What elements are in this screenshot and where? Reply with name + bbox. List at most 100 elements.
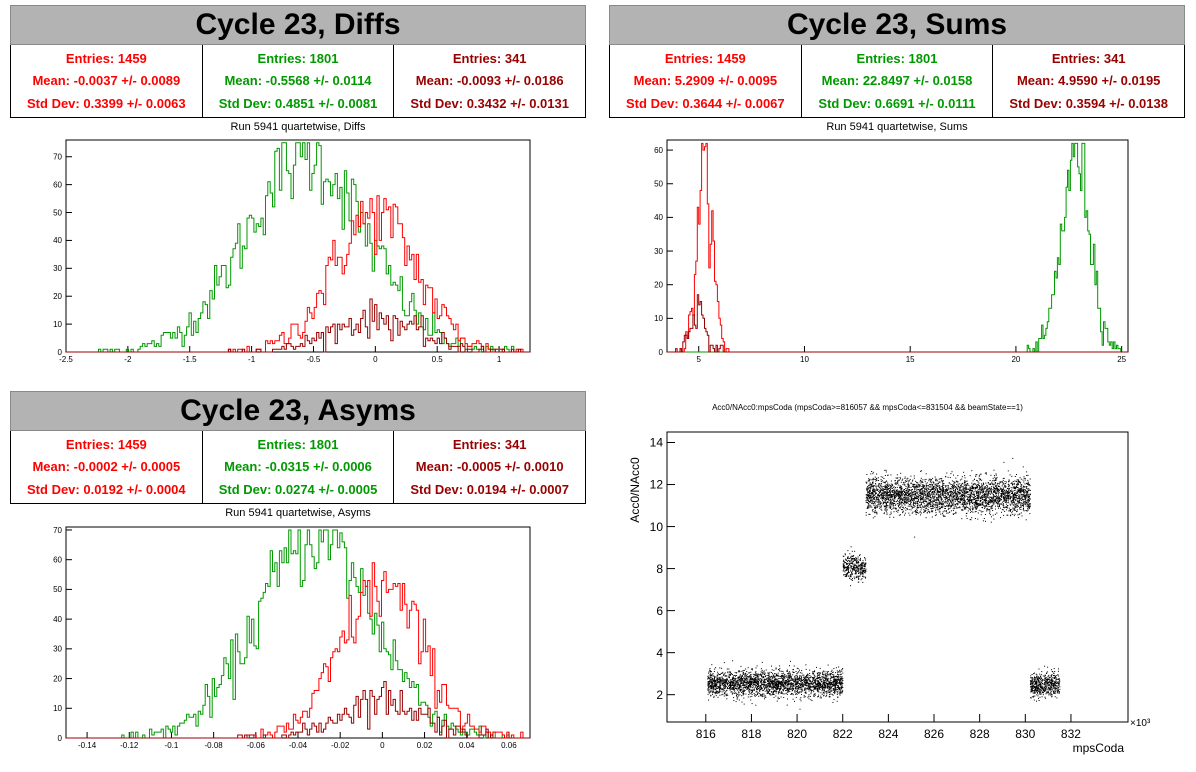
mean-label: Mean: 5.2909 +/- 0.0095 (633, 73, 778, 89)
asyms-plot-ytick-label: 60 (53, 555, 62, 564)
asyms-plot-ytick-label: 40 (53, 615, 62, 624)
sums-plot-xtick-label: 25 (1117, 355, 1126, 364)
diffs-plot-xtick-label: -2.5 (59, 355, 73, 364)
entries-label: Entries: 341 (1051, 50, 1126, 66)
entries-label: Entries: 1801 (856, 50, 938, 66)
entries-label: Entries: 1459 (65, 50, 147, 66)
sums-plot-ytick-label: 30 (654, 247, 663, 256)
sums-plot-ytick-label: 20 (654, 280, 663, 289)
asyms-plot-xtick-label: -0.1 (165, 741, 179, 750)
diffs-stats-box: Entries: 1459 Mean: -0.0037 +/- 0.0089 S… (10, 45, 586, 118)
sums-plot-ytick-label: 10 (654, 314, 663, 323)
sums-run-label: Run 5941 quartetwise, Sums (826, 121, 968, 133)
stddev-label: Std Dev: 0.3644 +/- 0.0067 (626, 96, 785, 112)
diffs-plot-xtick-label: -1.5 (183, 355, 197, 364)
diffs-series-1 (66, 195, 530, 353)
asyms-series-0 (66, 529, 530, 739)
sums-series-1 (667, 142, 1128, 353)
scatter-cluster-0 (707, 660, 844, 710)
asyms-plot-ytick-label: 50 (53, 585, 62, 594)
stddev-label: Std Dev: 0.0192 +/- 0.0004 (27, 482, 186, 498)
asyms-stats-box: Entries: 1459 Mean: -0.0002 +/- 0.0005 S… (10, 431, 586, 504)
asyms-plot-xtick-label: -0.08 (205, 741, 224, 750)
asyms-plot-ytick-label: 30 (53, 645, 62, 654)
diffs-plot-ytick-label: 10 (53, 320, 62, 329)
diffs-plot-xtick-label: -1 (248, 355, 256, 364)
stats-col-red: Entries: 1459 Mean: 5.2909 +/- 0.0095 St… (610, 45, 802, 117)
asyms-plot-frame (65, 526, 531, 739)
scatter-plot-xtick-label: 820 (787, 727, 807, 741)
scatter-xexponent: ×10³ (1130, 718, 1151, 729)
stddev-label: Std Dev: 0.6691 +/- 0.0111 (818, 96, 976, 112)
entries-label: Entries: 1801 (257, 50, 339, 66)
entries-label: Entries: 1459 (664, 50, 746, 66)
sums-plot-frame (666, 139, 1129, 353)
asyms-plot-xtick-label: -0.06 (247, 741, 266, 750)
mean-label: Mean: 4.9590 +/- 0.0195 (1016, 73, 1161, 89)
mean-label: Mean: -0.5568 +/- 0.0114 (224, 73, 372, 89)
sums-plot-ytick-label: 0 (659, 348, 664, 357)
diffs-plot-xtick-label: 0 (373, 355, 378, 364)
diffs-plot-xtick-label: -0.5 (307, 355, 321, 364)
diffs-plot-xtick-label: -2 (124, 355, 132, 364)
asyms-plot-ytick-label: 20 (53, 674, 62, 683)
diffs-plot-xtick-label: 1 (497, 355, 502, 364)
sums-plot-xtick-label: 15 (906, 355, 915, 364)
entries-label: Entries: 1459 (65, 436, 147, 452)
diffs-series-2 (66, 298, 530, 353)
asyms-plot-xtick-label: 0.06 (501, 741, 517, 750)
scatter-cluster-3 (1029, 665, 1061, 702)
scatter-plot-ytick-label: 4 (656, 646, 663, 660)
asyms-series-1 (66, 562, 530, 739)
scatter-plot-xtick-label: 832 (1061, 727, 1081, 741)
scatter-plot-ytick-label: 2 (656, 688, 663, 702)
sums-series-0 (667, 142, 1128, 353)
scatter-plot-xtick-label: 816 (696, 727, 716, 741)
stats-col-green: Entries: 1801 Mean: -0.5568 +/- 0.0114 S… (203, 45, 395, 117)
diffs-plot-ytick-label: 30 (53, 264, 62, 273)
asyms-run-label: Run 5941 quartetwise, Asyms (225, 507, 371, 519)
diffs-plot-ytick-label: 20 (53, 292, 62, 301)
scatter-cluster-2 (865, 457, 1031, 538)
asyms-plot-xtick-label: 0.04 (459, 741, 475, 750)
asyms-series-2 (66, 681, 530, 739)
stddev-label: Std Dev: 0.3399 +/- 0.0063 (27, 96, 186, 112)
stats-col-darkred: Entries: 341 Mean: -0.0093 +/- 0.0186 St… (394, 45, 585, 117)
sums-stats-box: Entries: 1459 Mean: 5.2909 +/- 0.0095 St… (609, 45, 1185, 118)
diffs-series-0 (66, 142, 530, 353)
diffs-plot-ytick-label: 70 (53, 153, 62, 162)
mean-label: Mean: -0.0005 +/- 0.0010 (415, 459, 564, 475)
asyms-title-bar: Cycle 23, Asyms (10, 391, 586, 431)
scatter-plot-xtick-label: 830 (1015, 727, 1035, 741)
asyms-plot-ytick-label: 10 (53, 704, 62, 713)
diffs-plot-ytick-label: 0 (58, 348, 63, 357)
stats-col-darkred: Entries: 341 Mean: 4.9590 +/- 0.0195 Std… (993, 45, 1184, 117)
asyms-plot-xtick-label: -0.14 (78, 741, 97, 750)
scatter-plot-frame (666, 431, 1129, 723)
stddev-label: Std Dev: 0.3432 +/- 0.0131 (410, 96, 569, 112)
scatter-plot-xtick-label: 826 (924, 727, 944, 741)
stats-col-red: Entries: 1459 Mean: -0.0037 +/- 0.0089 S… (11, 45, 203, 117)
scatter-plot-xtick-label: 822 (833, 727, 853, 741)
asyms-plot-ytick-label: 0 (58, 734, 63, 743)
diffs-title-bar: Cycle 23, Diffs (10, 5, 586, 45)
sums-plot-ytick-label: 40 (654, 213, 663, 222)
scatter-plot-ytick-label: 12 (650, 478, 664, 492)
stddev-label: Std Dev: 0.3594 +/- 0.0138 (1009, 96, 1168, 112)
entries-label: Entries: 341 (452, 50, 527, 66)
sums-plot-ytick-label: 50 (654, 180, 663, 189)
stddev-label: Std Dev: 0.0194 +/- 0.0007 (410, 482, 569, 498)
stddev-label: Std Dev: 0.4851 +/- 0.0081 (218, 96, 378, 112)
scatter-plot-xtick-label: 824 (878, 727, 898, 741)
sums-plot-xtick-label: 10 (800, 355, 809, 364)
scatter-plot-ytick-label: 10 (650, 520, 664, 534)
scatter-plot-ytick-label: 8 (656, 562, 663, 576)
stddev-label: Std Dev: 0.0274 +/- 0.0005 (218, 482, 378, 498)
asyms-plot-xtick-label: -0.02 (331, 741, 350, 750)
scatter-xlabel: mpsCoda (1073, 741, 1125, 755)
asyms-plot-xtick-label: -0.04 (289, 741, 308, 750)
scatter-plot-ytick-label: 6 (656, 604, 663, 618)
asyms-plot-ytick-label: 70 (53, 526, 62, 535)
asyms-plot-xtick-label: -0.12 (120, 741, 139, 750)
